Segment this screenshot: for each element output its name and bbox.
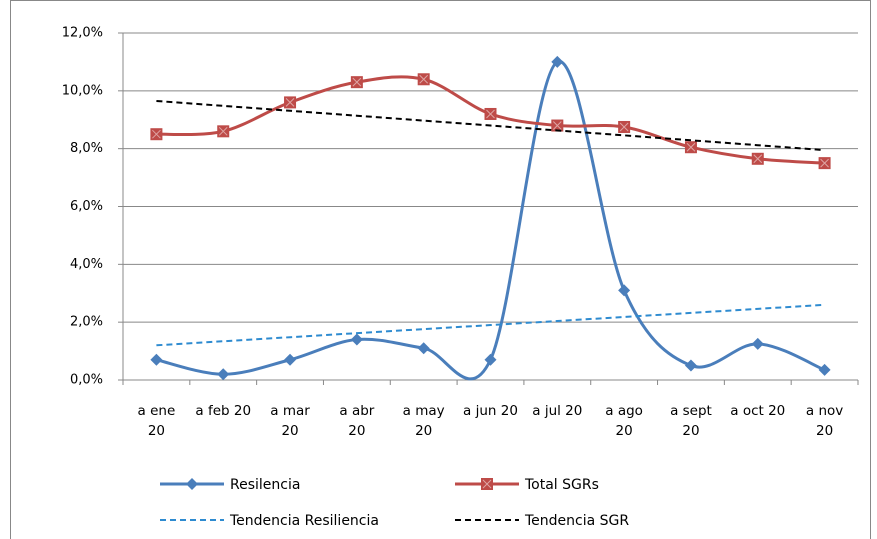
- x-tick-label: a ene 20: [137, 403, 176, 439]
- marker-cross: [152, 129, 161, 139]
- point-marker: [818, 363, 831, 376]
- series-line: [156, 303, 825, 347]
- point-marker: [751, 337, 764, 350]
- point-marker: [217, 368, 230, 381]
- point-marker: [186, 478, 198, 490]
- marker-cross: [419, 74, 429, 84]
- point-marker: [417, 342, 430, 355]
- y-tick-label: 10,0%: [62, 83, 103, 98]
- point-marker: [150, 353, 163, 366]
- marker-cross: [552, 121, 562, 130]
- x-tick-label: a jul 20: [532, 403, 583, 419]
- marker-cross: [285, 98, 295, 107]
- x-tick-label: a abr 20: [339, 403, 375, 439]
- x-tick-label: a oct 20: [730, 403, 786, 419]
- legend-label: Tendencia Resiliencia: [229, 513, 379, 529]
- x-tick-label: a sept 20: [670, 403, 712, 439]
- point-marker: [551, 55, 564, 68]
- marker-cross: [218, 126, 228, 136]
- point-marker: [484, 353, 497, 366]
- y-tick-label: 6,0%: [70, 199, 103, 214]
- marker-cross: [820, 158, 829, 168]
- legend-label: Tendencia SGR: [524, 513, 629, 529]
- x-tick-label: a may 20: [402, 403, 445, 439]
- point-marker: [284, 353, 297, 366]
- marker-cross: [753, 154, 763, 164]
- x-tick-label: a jun 20: [463, 403, 518, 419]
- series-line: [156, 99, 825, 152]
- y-tick-label: 0,0%: [70, 373, 103, 388]
- marker-cross: [482, 479, 492, 489]
- y-tick-label: 12,0%: [62, 26, 103, 41]
- marker-cross: [686, 142, 696, 152]
- x-tick-label: a feb 20: [195, 403, 252, 419]
- legend-label: Total SGRs: [524, 477, 599, 493]
- marker-cross: [352, 77, 362, 87]
- y-tick-label: 8,0%: [70, 141, 103, 156]
- y-tick-label: 2,0%: [70, 315, 103, 330]
- marker-cross: [486, 109, 495, 119]
- x-tick-label: a nov 20: [805, 403, 844, 439]
- y-tick-label: 4,0%: [70, 257, 103, 272]
- chart-frame: [10, 0, 871, 539]
- marker-cross: [619, 122, 629, 132]
- point-marker: [684, 359, 697, 372]
- point-marker: [618, 284, 631, 297]
- x-tick-label: a ago 20: [605, 403, 643, 439]
- legend-label: Resilencia: [230, 477, 300, 493]
- point-marker: [350, 333, 363, 346]
- x-tick-label: a mar 20: [270, 403, 310, 439]
